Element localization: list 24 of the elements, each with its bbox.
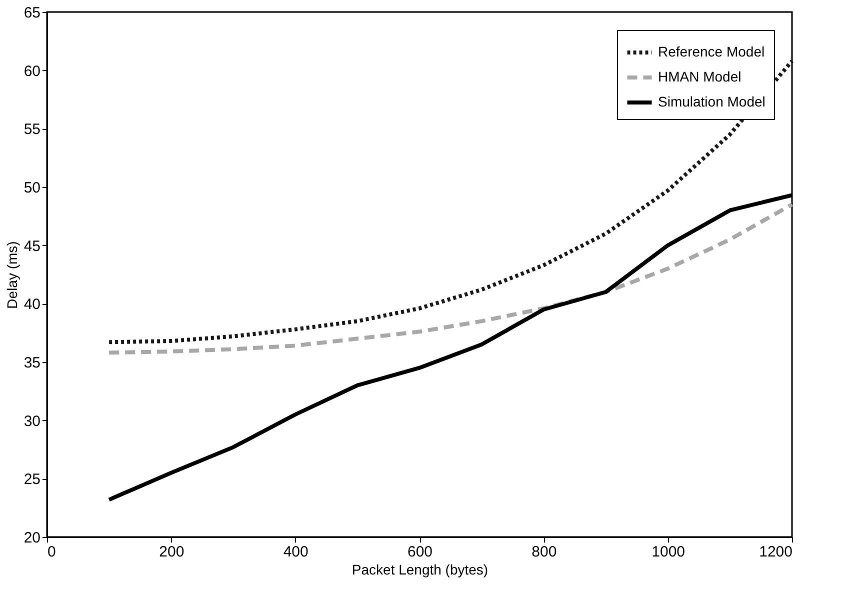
legend-label: Reference Model bbox=[658, 44, 765, 60]
y-tick-label: 30 bbox=[24, 412, 40, 430]
x-tick-label: 400 bbox=[283, 544, 308, 560]
x-tick-label: 1200 bbox=[759, 544, 792, 560]
y-tick-label: 25 bbox=[24, 471, 40, 488]
y-tick-label: 65 bbox=[24, 4, 40, 22]
y-tick-label: 55 bbox=[24, 121, 40, 138]
y-tick-label: 60 bbox=[24, 62, 40, 80]
y-tick-label: 45 bbox=[24, 238, 40, 255]
x-axis-title: Packet Length (bytes) bbox=[352, 562, 488, 578]
y-tick-label: 35 bbox=[24, 354, 40, 372]
x-tick-label: 200 bbox=[159, 544, 184, 560]
legend-label: HMAN Model bbox=[658, 68, 742, 84]
y-tick-label: 50 bbox=[24, 180, 40, 196]
y-tick-label: 20 bbox=[24, 530, 40, 546]
y-axis-title: Delay (ms) bbox=[4, 241, 20, 309]
x-tick-label: 1000 bbox=[652, 544, 686, 560]
line-series bbox=[107, 59, 794, 344]
x-tick-label: 800 bbox=[532, 544, 557, 560]
y-tick-label: 40 bbox=[24, 296, 40, 314]
line-series bbox=[107, 202, 794, 355]
legend-label: Simulation Model bbox=[658, 94, 766, 110]
x-tick-label: 600 bbox=[407, 544, 433, 560]
x-tick-label: 0 bbox=[48, 544, 56, 560]
